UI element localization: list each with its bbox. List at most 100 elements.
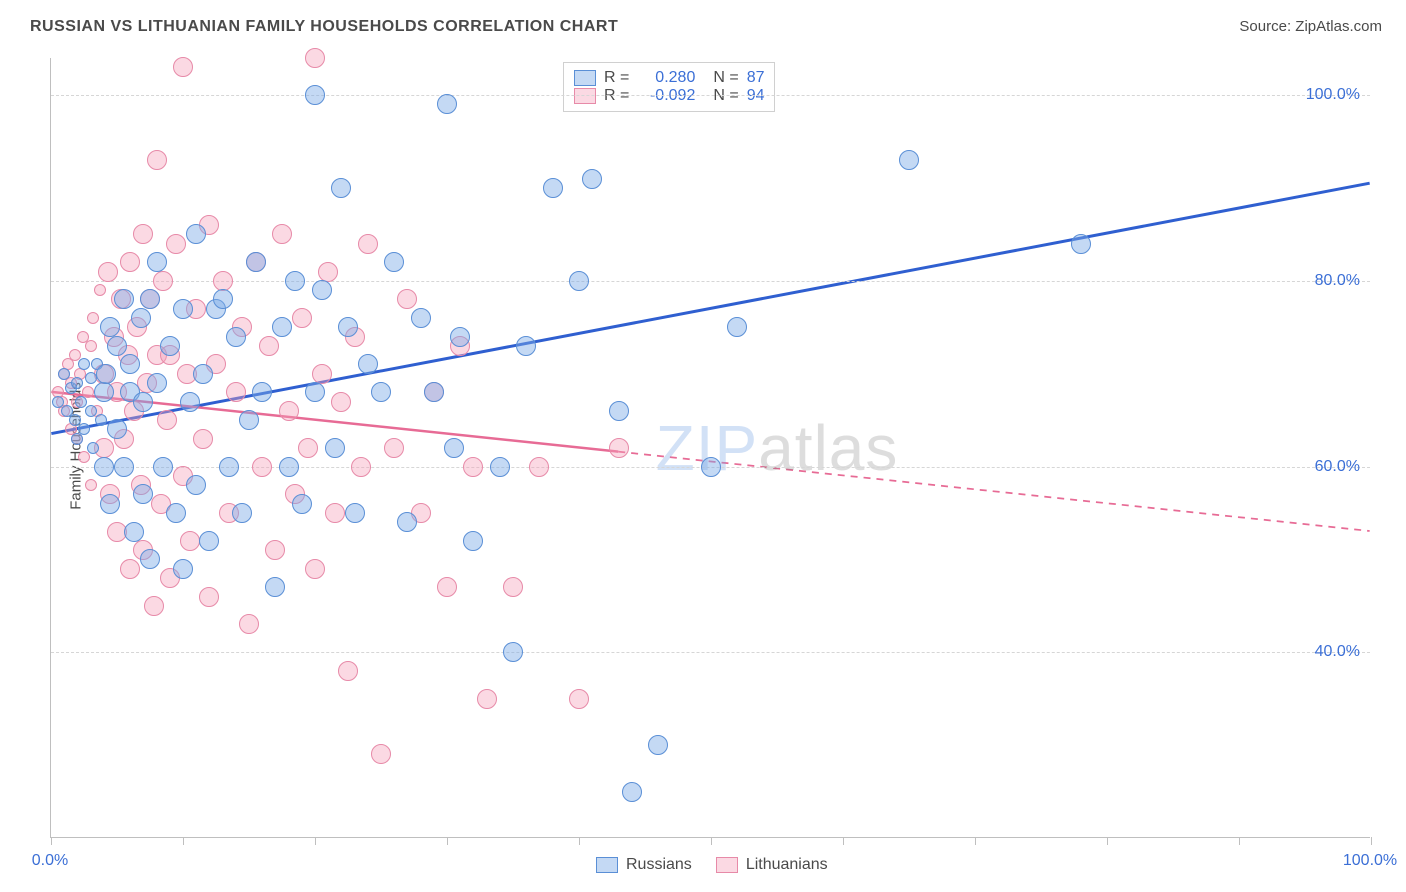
scatter-point-russians xyxy=(114,289,134,309)
scatter-point-russians xyxy=(305,85,325,105)
r-label: R = xyxy=(604,69,629,87)
source-prefix: Source: xyxy=(1239,18,1295,35)
y-tick-label: 100.0% xyxy=(1306,86,1360,104)
scatter-point-russians xyxy=(1071,234,1091,254)
scatter-point-lithuanians xyxy=(226,382,246,402)
scatter-point-russians xyxy=(899,150,919,170)
scatter-point-lithuanians xyxy=(94,284,106,296)
x-tick xyxy=(975,837,976,845)
legend-item-lithuanians: Lithuanians xyxy=(716,856,828,874)
scatter-point-russians xyxy=(78,358,90,370)
scatter-point-russians xyxy=(232,503,252,523)
correlation-legend: R = 0.280 N = 87 R = -0.092 N = 94 xyxy=(563,62,775,112)
scatter-point-russians xyxy=(147,373,167,393)
scatter-point-russians xyxy=(71,377,83,389)
scatter-point-russians xyxy=(312,280,332,300)
scatter-point-lithuanians xyxy=(338,661,358,681)
scatter-point-lithuanians xyxy=(85,340,97,352)
scatter-point-lithuanians xyxy=(98,262,118,282)
source-label: Source: ZipAtlas.com xyxy=(1239,18,1382,35)
scatter-point-russians xyxy=(325,438,345,458)
scatter-point-russians xyxy=(384,252,404,272)
scatter-point-russians xyxy=(444,438,464,458)
scatter-point-russians xyxy=(246,252,266,272)
scatter-point-lithuanians xyxy=(279,401,299,421)
scatter-point-russians xyxy=(173,299,193,319)
scatter-point-russians xyxy=(609,401,629,421)
scatter-point-lithuanians xyxy=(133,224,153,244)
scatter-point-russians xyxy=(648,735,668,755)
scatter-point-russians xyxy=(727,317,747,337)
scatter-point-lithuanians xyxy=(609,438,629,458)
scatter-point-lithuanians xyxy=(312,364,332,384)
scatter-point-russians xyxy=(226,327,246,347)
scatter-point-russians xyxy=(58,368,70,380)
legend-label-lithuanians: Lithuanians xyxy=(746,856,828,874)
scatter-point-lithuanians xyxy=(272,224,292,244)
scatter-point-russians xyxy=(133,484,153,504)
x-tick xyxy=(447,837,448,845)
scatter-point-russians xyxy=(140,549,160,569)
scatter-point-russians xyxy=(120,354,140,374)
scatter-point-lithuanians xyxy=(239,614,259,634)
scatter-point-russians xyxy=(331,178,351,198)
r-value-russians: 0.280 xyxy=(637,69,695,87)
y-tick-label: 80.0% xyxy=(1315,272,1360,290)
scatter-point-lithuanians xyxy=(144,596,164,616)
scatter-point-lithuanians xyxy=(351,457,371,477)
scatter-point-russians xyxy=(107,336,127,356)
gridline xyxy=(51,281,1370,282)
scatter-point-lithuanians xyxy=(85,479,97,491)
watermark-atlas: atlas xyxy=(758,412,898,484)
x-tick xyxy=(1107,837,1108,845)
n-value-russians: 87 xyxy=(747,69,765,87)
scatter-point-lithuanians xyxy=(384,438,404,458)
scatter-point-lithuanians xyxy=(298,438,318,458)
scatter-point-russians xyxy=(87,442,99,454)
scatter-point-lithuanians xyxy=(463,457,483,477)
scatter-point-lithuanians xyxy=(305,48,325,68)
scatter-point-russians xyxy=(114,457,134,477)
scatter-point-russians xyxy=(239,410,259,430)
y-tick-label: 40.0% xyxy=(1315,643,1360,661)
scatter-point-lithuanians xyxy=(193,429,213,449)
scatter-point-russians xyxy=(338,317,358,337)
scatter-point-lithuanians xyxy=(157,410,177,430)
source-name: ZipAtlas.com xyxy=(1295,18,1382,35)
scatter-point-russians xyxy=(345,503,365,523)
scatter-point-russians xyxy=(279,457,299,477)
scatter-point-russians xyxy=(582,169,602,189)
scatter-point-russians xyxy=(701,457,721,477)
scatter-point-russians xyxy=(186,475,206,495)
scatter-point-russians xyxy=(213,289,233,309)
y-tick-label: 60.0% xyxy=(1315,458,1360,476)
scatter-point-russians xyxy=(424,382,444,402)
scatter-point-lithuanians xyxy=(318,262,338,282)
scatter-point-lithuanians xyxy=(265,540,285,560)
scatter-point-russians xyxy=(160,336,180,356)
scatter-point-lithuanians xyxy=(87,312,99,324)
scatter-point-lithuanians xyxy=(292,308,312,328)
n-label: N = xyxy=(713,69,738,87)
scatter-point-russians xyxy=(199,531,219,551)
scatter-point-lithuanians xyxy=(477,689,497,709)
scatter-point-russians xyxy=(85,372,97,384)
scatter-point-lithuanians xyxy=(529,457,549,477)
scatter-point-russians xyxy=(85,405,97,417)
scatter-point-russians xyxy=(292,494,312,514)
scatter-point-lithuanians xyxy=(213,271,233,291)
trendline xyxy=(51,183,1369,433)
x-tick xyxy=(843,837,844,845)
swatch-lithuanians-icon xyxy=(716,857,738,873)
scatter-point-russians xyxy=(516,336,536,356)
swatch-russians-icon xyxy=(574,70,596,86)
scatter-point-lithuanians xyxy=(153,271,173,291)
scatter-point-russians xyxy=(503,642,523,662)
legend-label-russians: Russians xyxy=(626,856,692,874)
scatter-point-russians xyxy=(107,419,127,439)
scatter-point-russians xyxy=(622,782,642,802)
scatter-point-lithuanians xyxy=(147,150,167,170)
scatter-point-lithuanians xyxy=(166,234,186,254)
scatter-point-lithuanians xyxy=(397,289,417,309)
scatter-point-russians xyxy=(131,308,151,328)
